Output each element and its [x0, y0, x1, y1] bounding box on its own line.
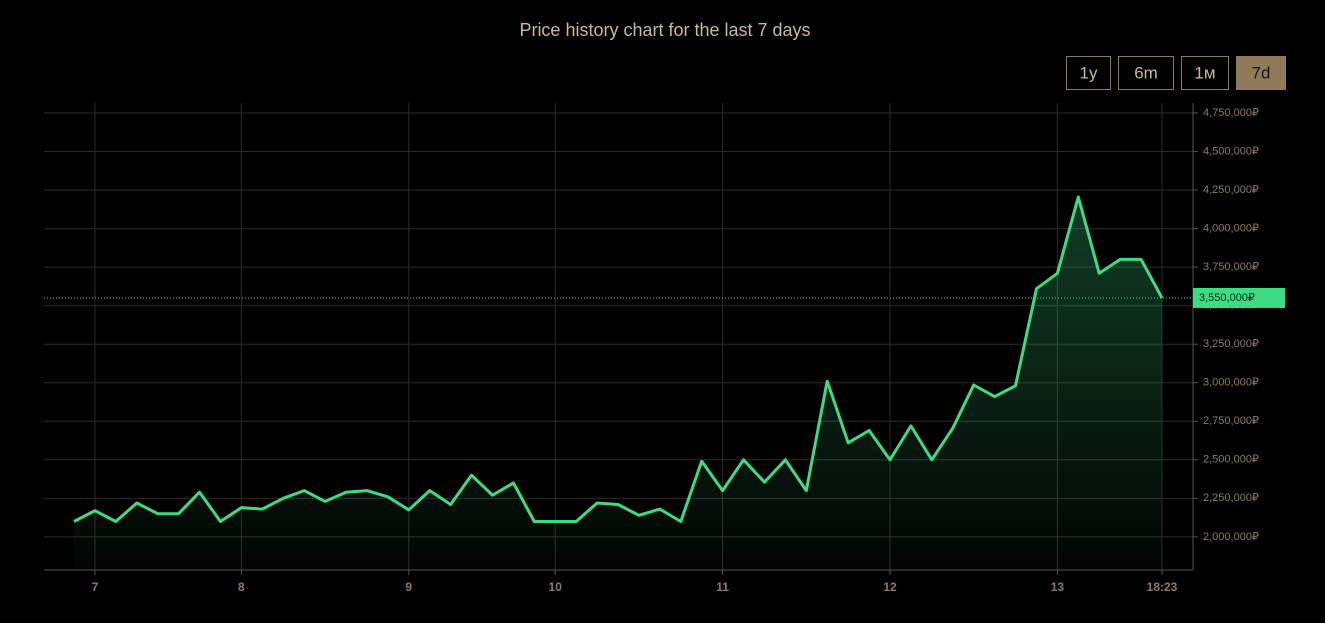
range-button[interactable]	[1066, 56, 1111, 90]
y-tick-label: 2,250,000₽	[1203, 492, 1259, 504]
range-button[interactable]	[1181, 56, 1229, 90]
y-tick-label: 4,500,000₽	[1203, 145, 1259, 157]
range-button-label[interactable]: 1y	[1080, 63, 1098, 82]
x-tick-label: 12	[883, 580, 897, 594]
y-tick-label: 2,500,000₽	[1203, 454, 1259, 466]
area	[74, 197, 1162, 570]
y-tick-label: 4,000,000₽	[1203, 223, 1259, 235]
y-tick-label: 3,250,000₽	[1203, 338, 1259, 350]
range-button-label[interactable]: 1м	[1194, 63, 1215, 82]
y-tick-label: 2,750,000₽	[1203, 415, 1259, 427]
current-price-label: 3,550,000₽	[1199, 292, 1255, 304]
x-tick-label: 7	[92, 580, 99, 594]
x-tick-label: 10	[549, 580, 563, 594]
x-tick-label: 13	[1051, 580, 1065, 594]
x-tick-label: 11	[716, 580, 729, 594]
range-button[interactable]	[1118, 56, 1174, 90]
chart-title: Price history chart for the last 7 days	[519, 20, 810, 40]
current-price-box	[1193, 287, 1285, 308]
y-tick-label: 2,000,000₽	[1203, 531, 1259, 543]
range-button[interactable]	[1236, 56, 1286, 90]
y-tick-label: 3,750,000₽	[1203, 261, 1259, 273]
x-tick-label: 18:23	[1147, 580, 1178, 594]
range-button-label[interactable]: 6m	[1134, 63, 1158, 82]
y-tick-label: 3,000,000₽	[1203, 377, 1259, 389]
y-tick-label: 4,250,000₽	[1203, 184, 1259, 196]
range-button-label[interactable]: 7d	[1252, 63, 1271, 82]
y-tick-label: 4,750,000₽	[1203, 107, 1259, 119]
x-tick-label: 8	[238, 580, 245, 594]
x-tick-label: 9	[405, 580, 412, 594]
price-line	[73, 195, 1164, 523]
